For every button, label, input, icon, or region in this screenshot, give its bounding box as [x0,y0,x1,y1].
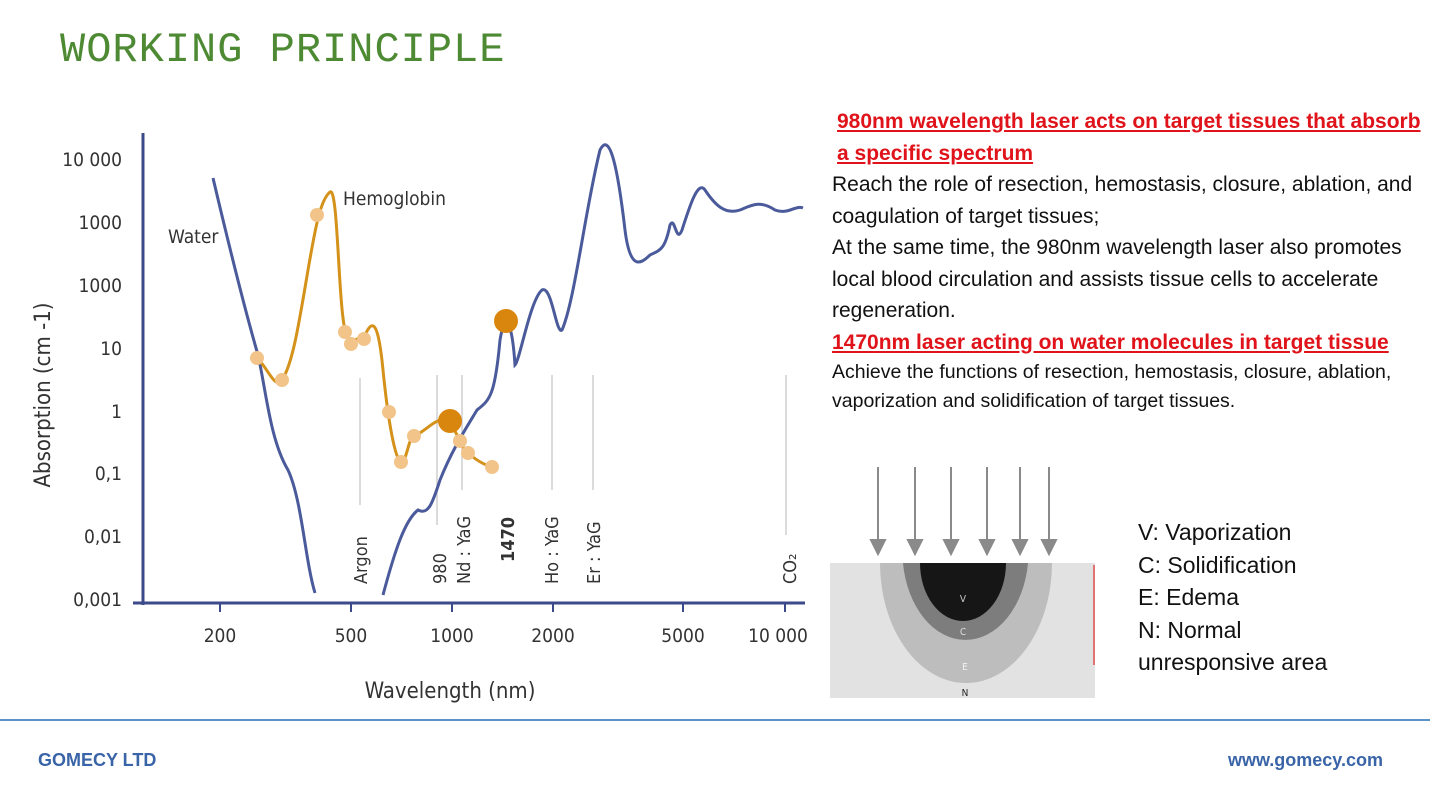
y-tick-label: 10 000 [62,149,122,171]
laser-label: CO₂ [780,553,801,584]
vaporization-zone [920,563,1006,621]
y-tick-label: 0,1 [95,463,122,485]
y-tick-label: 1000 [79,275,123,297]
laser-labels: Argon 980 Nd : YaG 1470 Ho : YaG Er : Ya… [351,516,801,584]
x-tick-label: 200 [204,625,237,647]
x-axis-label: Wavelength (nm) [365,679,536,704]
paragraph: Reach the role of resection, hemostasis,… [832,173,1413,228]
water-curve [211,177,317,594]
laser-label: Er : YaG [584,521,605,584]
legend-item: N: Normal unresponsive area [1138,616,1328,676]
tissue-diagram: V C E N [830,467,1095,699]
y-tick-labels: 10 000 1000 1000 10 1 0,1 0,01 0,001 [62,149,122,611]
zone-label: C [960,627,966,638]
legend-item: E: Edema [1138,584,1239,610]
laser-arrows [869,467,1058,557]
laser-label: Argon [351,536,372,584]
laser-label: Nd : YaG [454,516,475,584]
y-tick-label: 10 [100,338,122,360]
laser-label: Ho : YaG [542,516,563,584]
laser-point-1470 [494,309,518,333]
title: WORKING PRINCIPLE [60,26,506,74]
curve-label: Hemoglobin [343,188,446,210]
y-tick-label: 0,001 [73,589,122,611]
zone-label: E [962,662,968,673]
zone-labels: V C E N [960,594,969,699]
diagram-legend: V: Vaporization C: Solidification E: Ede… [1138,516,1368,679]
legend-item: C: Solidification [1138,551,1297,578]
x-tick-label: 1000 [430,625,474,647]
company-name: GOMECY LTD [38,750,157,770]
x-tick-label: 5000 [661,625,705,647]
website: www.gomecy.com [1227,750,1383,770]
laser-point-980 [438,409,462,433]
text-block: 980nm wavelength laser acts on target ti… [832,106,1422,442]
absorption-chart: 10 000 1000 1000 10 1 0,1 0,01 0,001 200… [31,133,808,704]
y-axis-label: Absorption (cm -1) [31,302,56,487]
x-tick-labels: 200 500 1000 2000 5000 10 000 [204,625,808,647]
paragraph: At the same time, the 980nm wavelength l… [832,236,1402,322]
footer-rule [0,719,1430,721]
x-tick-label: 10 000 [748,625,808,647]
zone-label: V [960,594,967,605]
y-tick-label: 1000 [79,212,123,234]
tick-marks [219,603,786,612]
laser-label: 980 [430,553,451,584]
curve-label: Water [168,226,219,248]
x-tick-label: 2000 [531,625,575,647]
y-tick-label: 0,01 [84,526,122,548]
x-tick-label: 500 [335,625,368,647]
y-tick-label: 1 [111,401,122,423]
paragraph: Achieve the functions of resection, hemo… [832,361,1392,412]
zone-label: N [962,688,969,699]
legend-item: V: Vaporization [1138,519,1292,545]
laser-label: 1470 [498,517,519,562]
hemoglobin-points [250,208,499,474]
heading: 980nm wavelength laser acts on target ti… [837,110,1421,165]
heading: 1470nm laser acting on water molecules i… [832,330,1389,354]
water-curve [381,143,804,596]
